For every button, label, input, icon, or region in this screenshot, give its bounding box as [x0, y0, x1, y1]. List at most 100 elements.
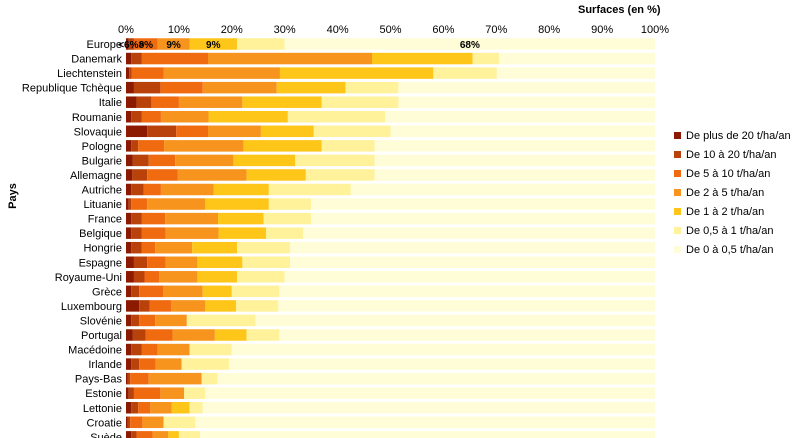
legend: De plus de 20 t/ha/an De 10 à 20 t/ha/an D… — [674, 130, 791, 256]
bar-segment — [126, 416, 128, 429]
bar-segment — [197, 271, 238, 283]
bar-segment — [268, 198, 312, 210]
bar-segment — [260, 125, 314, 138]
bar-segment — [126, 387, 129, 399]
bar-segment — [130, 416, 143, 429]
bar-segment — [243, 140, 322, 152]
category-label: Autriche — [82, 185, 122, 197]
bar-segment — [126, 154, 133, 167]
bar-segment — [143, 183, 161, 196]
bar-segment — [246, 329, 280, 341]
bar-segment — [268, 183, 351, 196]
bar-segment — [126, 372, 128, 385]
bar-segment — [126, 329, 133, 341]
bar-segment — [189, 402, 203, 414]
bar-segment — [276, 81, 346, 94]
bar-segment — [131, 212, 142, 225]
bar-segment — [147, 256, 166, 268]
category-label: Royaume-Uni — [55, 272, 122, 284]
bar-segment — [205, 300, 237, 312]
bar-segment — [374, 154, 655, 167]
bar-segment — [201, 372, 218, 385]
bar-segment — [126, 140, 132, 152]
bar-segment — [172, 329, 215, 341]
bar-segment — [305, 169, 375, 181]
category-label: Liechtenstein — [57, 68, 122, 80]
bar-segment — [231, 343, 656, 356]
bar-segment — [126, 111, 132, 123]
bar-segment — [176, 125, 208, 138]
bar-segment — [390, 125, 655, 138]
bar-segment — [139, 314, 156, 327]
bar-segment — [171, 402, 190, 414]
bar-segment — [155, 358, 182, 370]
bar-segment — [313, 125, 391, 138]
category-label: Croatie — [87, 417, 122, 429]
bar-segment — [242, 256, 290, 268]
bar-segment — [141, 227, 166, 239]
bar-segment — [398, 81, 655, 94]
legend-label: De 1 à 2 t/ha/an — [686, 206, 764, 218]
bar-segment — [126, 212, 132, 225]
x-tick-label: 10% — [168, 24, 190, 36]
legend-label: De 5 à 10 t/ha/an — [686, 168, 770, 180]
category-label: France — [88, 214, 122, 226]
bar-segment — [131, 198, 148, 210]
bar-segment — [141, 343, 158, 356]
bar-segment — [132, 169, 148, 181]
category-label: Suède — [90, 432, 122, 438]
bar-segment — [178, 431, 201, 438]
bar-segment — [126, 271, 134, 283]
bar-segment — [152, 431, 169, 438]
y-axis-label: Pays — [7, 183, 19, 209]
bar-segment — [157, 343, 190, 356]
bar-segment — [126, 52, 132, 65]
bar-segment — [321, 96, 399, 108]
bar-segment — [147, 125, 177, 138]
legend-swatch — [674, 170, 681, 177]
bar-segment — [279, 329, 655, 341]
bar-segment — [175, 154, 234, 167]
bar-segment — [155, 241, 193, 254]
bar-segment — [279, 285, 655, 298]
bar-segment — [160, 81, 203, 94]
legend-swatch — [674, 151, 681, 158]
bar-segment — [163, 416, 196, 429]
category-label: Grèce — [92, 286, 122, 298]
bar-segment — [133, 271, 145, 283]
bar-segment — [284, 38, 655, 50]
bar-segment — [126, 81, 134, 94]
category-label: Luxembourg — [61, 301, 122, 313]
legend-label: De 10 à 20 t/ha/an — [686, 149, 777, 161]
bar-segment — [126, 241, 132, 254]
bar-segment — [129, 67, 132, 79]
bar-segment — [284, 271, 655, 283]
bar-segment — [126, 125, 148, 138]
bar-segment — [231, 285, 280, 298]
bar-segment — [195, 416, 655, 429]
x-tick-label: 50% — [379, 24, 401, 36]
bar-segment — [136, 431, 153, 438]
data-labels: <6%>8% 9% 9% 68% — [118, 40, 480, 51]
x-tick-label: 100% — [641, 24, 669, 36]
bar-segment — [208, 111, 288, 123]
bar-segment — [287, 111, 386, 123]
category-label: Estonie — [85, 388, 122, 400]
data-label: 9% — [166, 40, 181, 51]
bar-segment — [207, 52, 372, 65]
bar-segment — [170, 300, 206, 312]
bar-segment — [289, 241, 655, 254]
bar-segment — [165, 227, 219, 239]
bar-segment — [163, 285, 203, 298]
bar-segment — [131, 227, 142, 239]
category-label: Portugal — [81, 330, 122, 342]
bar-segment — [350, 183, 655, 196]
legend-label: De 0,5 à 1 t/ha/an — [686, 225, 773, 237]
category-label: Slovénie — [80, 315, 122, 327]
x-tick-label: 20% — [221, 24, 243, 36]
bar-segment — [139, 285, 164, 298]
bar-segment — [127, 372, 131, 385]
bar-segment — [138, 140, 165, 152]
category-label: Macédoine — [68, 345, 122, 357]
